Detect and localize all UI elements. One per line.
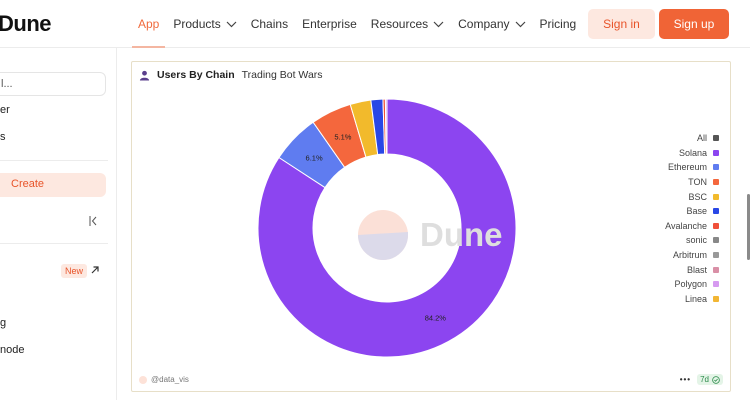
nav-chains-label: Chains bbox=[250, 17, 289, 31]
legend-item-linea[interactable]: Linea bbox=[665, 292, 719, 307]
check-circle-icon bbox=[712, 375, 720, 384]
legend-item-bsc[interactable]: BSC bbox=[665, 189, 719, 204]
legend-item-base[interactable]: Base bbox=[665, 204, 719, 219]
dune-logo[interactable]: Dune bbox=[0, 11, 52, 36]
sign-in-button[interactable]: Sign in bbox=[588, 9, 655, 39]
data-label-solana: 84.2% bbox=[425, 313, 447, 322]
legend-label: BSC bbox=[688, 191, 707, 202]
chart-card: Users By Chain Trading Bot Wars Dune 84.… bbox=[131, 61, 731, 392]
user-icon bbox=[139, 70, 150, 81]
chevron-down-icon bbox=[515, 21, 525, 27]
author-handle: @data_vis bbox=[151, 375, 189, 384]
refresh-badge-label: 7d bbox=[700, 375, 709, 384]
nav-products[interactable]: Products bbox=[173, 0, 237, 48]
legend-swatch bbox=[713, 237, 719, 244]
legend-label: All bbox=[696, 133, 707, 144]
collapse-sidebar-icon[interactable] bbox=[88, 215, 100, 227]
legend-label: Blast bbox=[686, 264, 707, 275]
legend-swatch bbox=[713, 135, 719, 142]
legend-item-avalanche[interactable]: Avalanche bbox=[665, 219, 719, 234]
sidebar-item-2[interactable]: s bbox=[0, 131, 6, 143]
legend-item-polygon[interactable]: Polygon bbox=[665, 277, 719, 292]
nav-enterprise-label: Enterprise bbox=[302, 17, 357, 31]
legend-item-blast[interactable]: Blast bbox=[665, 262, 719, 277]
nav-company[interactable]: Company bbox=[458, 0, 525, 48]
nav-resources-label: Resources bbox=[370, 17, 429, 31]
legend-swatch bbox=[713, 179, 719, 186]
legend-swatch bbox=[713, 281, 719, 288]
legend-swatch bbox=[713, 149, 719, 156]
sidebar: l... er s Create New g node bbox=[0, 48, 117, 400]
card-footer-author[interactable]: @data_vis bbox=[139, 375, 189, 384]
nav-chains[interactable]: Chains bbox=[251, 0, 288, 48]
nav-products-label: Products bbox=[173, 17, 221, 31]
legend-swatch bbox=[713, 193, 719, 200]
sidebar-item-4[interactable]: node bbox=[0, 344, 25, 356]
legend-item-solana[interactable]: Solana bbox=[665, 146, 719, 161]
legend-label: TON bbox=[688, 177, 707, 188]
pie-slice-polygon[interactable] bbox=[384, 98, 388, 155]
legend-swatch bbox=[713, 164, 719, 171]
more-options-icon[interactable]: ••• bbox=[679, 375, 692, 384]
avatar bbox=[139, 375, 147, 384]
refresh-badge[interactable]: 7d bbox=[697, 374, 723, 385]
nav-pricing[interactable]: Pricing bbox=[540, 0, 577, 48]
sidebar-divider bbox=[0, 160, 108, 161]
donut-chart: Dune 84.2% 6.1% 5.1% bbox=[257, 98, 517, 358]
card-footer-actions: ••• 7d bbox=[680, 374, 723, 385]
legend-swatch bbox=[713, 222, 719, 229]
card-header: Users By Chain Trading Bot Wars bbox=[139, 69, 323, 81]
sign-up-button[interactable]: Sign up bbox=[659, 9, 729, 39]
nav-pricing-label: Pricing bbox=[539, 17, 577, 31]
create-button[interactable]: Create bbox=[0, 173, 106, 197]
chevron-down-icon bbox=[433, 21, 444, 27]
legend-label: Linea bbox=[684, 293, 707, 304]
sidebar-divider bbox=[0, 243, 108, 244]
page-scrollbar[interactable] bbox=[747, 194, 750, 260]
legend-item-ton[interactable]: TON bbox=[665, 175, 719, 190]
legend-item-sonic[interactable]: sonic bbox=[665, 233, 719, 248]
legend-label: Arbitrum bbox=[672, 250, 707, 261]
external-link-icon[interactable] bbox=[89, 264, 101, 276]
top-navbar: Dune App Products Chains Enterprise Reso… bbox=[0, 0, 750, 48]
watermark-text: Dune bbox=[420, 216, 503, 253]
main-nav: App Products Chains Enterprise Resources… bbox=[131, 0, 583, 48]
legend-label: sonic bbox=[685, 235, 707, 246]
watermark-circle-lower bbox=[358, 232, 408, 260]
nav-company-label: Company bbox=[458, 17, 510, 31]
legend-label: Solana bbox=[678, 147, 707, 158]
nav-app-label: App bbox=[138, 17, 160, 31]
legend-label: Ethereum bbox=[667, 162, 707, 173]
legend-label: Avalanche bbox=[665, 220, 707, 231]
chart-subtitle: Trading Bot Wars bbox=[241, 69, 323, 81]
legend-label: Base bbox=[686, 206, 707, 217]
legend-swatch bbox=[713, 252, 719, 259]
nav-enterprise[interactable]: Enterprise bbox=[302, 0, 357, 48]
legend-item-all[interactable]: All bbox=[665, 131, 719, 146]
sidebar-item-3[interactable]: g bbox=[0, 317, 7, 329]
data-label-ethereum: 6.1% bbox=[306, 153, 323, 162]
search-input[interactable]: l... bbox=[0, 72, 106, 96]
chart-legend: All Solana Ethereum TON BSC Base Avalanche soni… bbox=[665, 131, 719, 306]
sidebar-item-1[interactable]: er bbox=[0, 104, 10, 116]
dune-watermark: Dune bbox=[358, 210, 503, 260]
chart-title[interactable]: Users By Chain bbox=[157, 69, 235, 81]
legend-swatch bbox=[713, 208, 719, 215]
legend-item-ethereum[interactable]: Ethereum bbox=[665, 160, 719, 175]
legend-label: Polygon bbox=[674, 279, 707, 290]
legend-swatch bbox=[713, 266, 719, 273]
legend-item-arbitrum[interactable]: Arbitrum bbox=[665, 248, 719, 263]
nav-resources[interactable]: Resources bbox=[371, 0, 444, 48]
chevron-down-icon bbox=[226, 21, 237, 27]
data-label-ton: 5.1% bbox=[334, 133, 351, 142]
legend-swatch bbox=[713, 295, 719, 302]
new-badge: New bbox=[61, 264, 88, 278]
nav-app[interactable]: App bbox=[131, 0, 166, 48]
